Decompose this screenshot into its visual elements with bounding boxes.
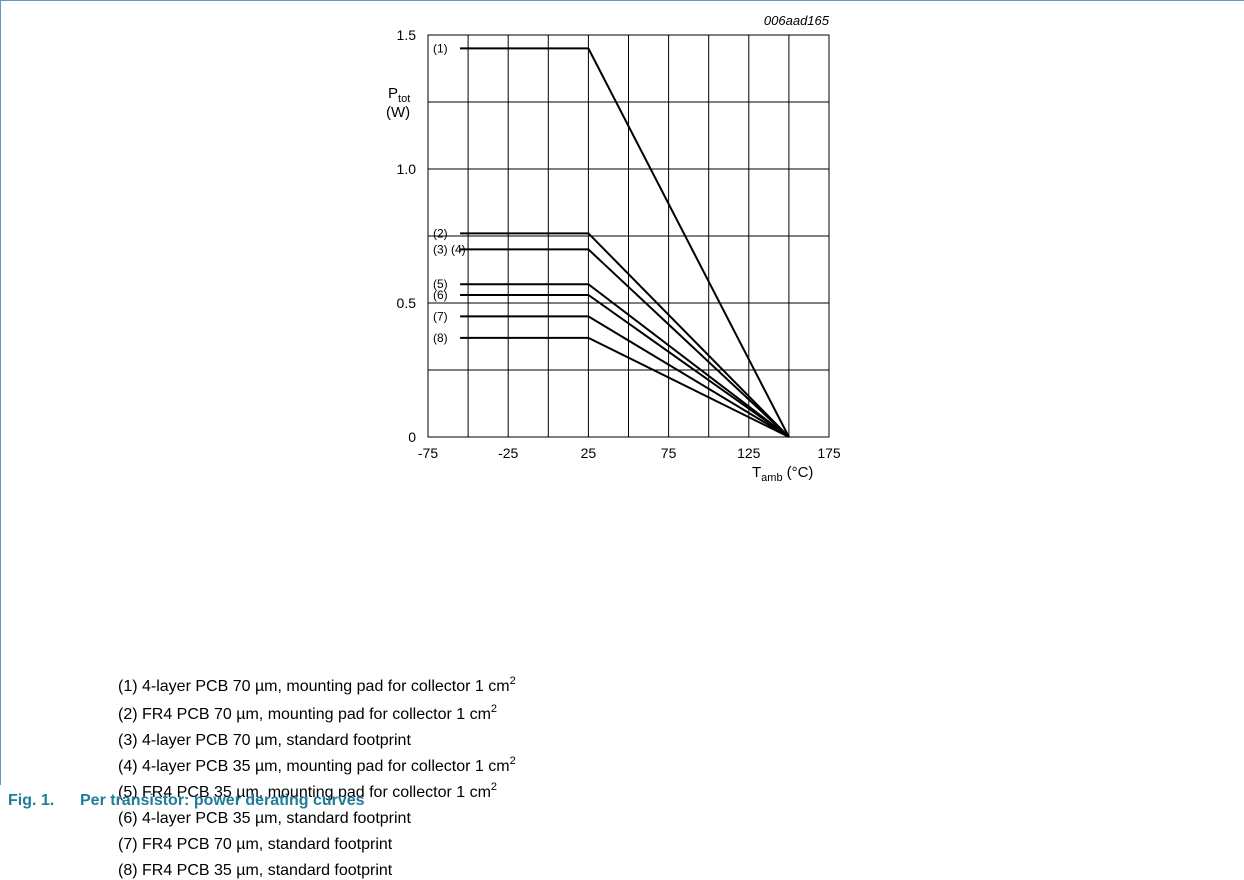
curve-note-text: (2) FR4 PCB 70 µm, mounting pad for coll… <box>118 706 491 723</box>
series-line-5 <box>460 293 790 438</box>
y-tick-label-0: 0 <box>408 429 416 445</box>
curve-note-text: (5) FR4 PCB 35 µm, mounting pad for coll… <box>118 784 491 801</box>
y-tick-label-3: 1.5 <box>397 27 417 43</box>
chart-labels: -75 -25 25 75 125 175 0 0.5 1.0 1.5 (1) (2) (3) (4) (… <box>397 27 841 461</box>
x-axis-subscript: amb <box>761 472 782 484</box>
chart-series <box>460 47 790 438</box>
curve-note-superscript: 2 <box>509 675 516 687</box>
series-line-3 <box>460 248 790 438</box>
derating-chart: -75 -25 25 75 125 175 0 0.5 1.0 1.5 (1) (2) (3) (4) (… <box>386 13 841 484</box>
x-axis-symbol: T <box>752 464 761 481</box>
curve-note-superscript: 2 <box>490 703 498 715</box>
series-label-7: (8) <box>433 331 448 345</box>
x-tick-label-2: 25 <box>581 445 597 461</box>
curve-note-2: (2) FR4 PCB 70 µm, mounting pad for coll… <box>118 703 498 724</box>
curve-note-8: (8) FR4 PCB 35 µm, standard footprint <box>118 862 392 880</box>
curve-note-3: (3) 4-layer PCB 70 µm, standard footprin… <box>118 732 411 750</box>
frame-top-border <box>0 0 1244 1</box>
x-tick-label-3: 75 <box>661 445 677 461</box>
curve-note-7: (7) FR4 PCB 70 µm, standard footprint <box>118 836 392 854</box>
series-line-4 <box>460 283 790 438</box>
plot-border <box>427 34 830 438</box>
frame-left-border <box>0 0 1 785</box>
figure-number: Fig. 1. <box>8 792 55 809</box>
y-axis-subscript: tot <box>398 93 410 105</box>
chart-code: 006aad165 <box>764 13 830 28</box>
curve-note-text: (1) 4-layer PCB 70 µm, mounting pad for … <box>118 678 510 695</box>
chart-grid <box>427 34 830 438</box>
series-label-5: (6) <box>433 288 448 302</box>
curve-note-text: (8) FR4 PCB 35 µm, standard footprint <box>118 862 393 879</box>
curve-note-superscript: 2 <box>490 781 498 793</box>
y-tick-label-1: 0.5 <box>397 295 417 311</box>
y-axis-unit: (W) <box>386 104 410 121</box>
figure-title: Per transistor: power derating curves <box>80 792 365 809</box>
curve-note-text: (4) 4-layer PCB 35 µm, mounting pad for … <box>118 758 510 775</box>
x-tick-label-0: -75 <box>418 445 438 461</box>
series-label-2: (2) <box>433 226 448 240</box>
series-label-3: (3) (4) <box>433 242 466 256</box>
y-tick-label-2: 1.0 <box>397 161 417 177</box>
curve-note-1: (1) 4-layer PCB 70 µm, mounting pad for … <box>118 675 516 696</box>
series-line-2 <box>460 232 790 438</box>
curve-note-6: (6) 4-layer PCB 35 µm, standard footprin… <box>118 810 411 828</box>
y-axis-label: Ptot <box>388 85 410 105</box>
series-line-6 <box>460 315 790 438</box>
x-axis-label: Tamb (°C) <box>752 464 813 484</box>
series-label-1: (1) <box>433 41 448 55</box>
x-axis-unit: (°C) <box>787 464 814 481</box>
curve-note-text: (6) 4-layer PCB 35 µm, standard footprin… <box>118 810 411 827</box>
curve-note-superscript: 2 <box>509 755 516 767</box>
x-tick-label-5: 175 <box>817 445 841 461</box>
x-tick-label-1: -25 <box>498 445 518 461</box>
x-tick-label-4: 125 <box>737 445 761 461</box>
curve-note-text: (3) 4-layer PCB 70 µm, standard footprin… <box>118 732 411 749</box>
figure-caption: Fig. 1. Per transistor: power derating cu… <box>8 792 365 810</box>
y-axis-symbol: P <box>388 85 398 102</box>
series-line-7 <box>460 336 790 438</box>
curve-note-4: (4) 4-layer PCB 35 µm, mounting pad for … <box>118 755 516 776</box>
series-label-4: (5) <box>433 277 448 291</box>
series-line-1 <box>460 47 790 438</box>
curve-note-text: (7) FR4 PCB 70 µm, standard footprint <box>118 836 393 853</box>
series-label-6: (7) <box>433 309 448 323</box>
curve-note-5: (5) FR4 PCB 35 µm, mounting pad for coll… <box>118 781 498 802</box>
